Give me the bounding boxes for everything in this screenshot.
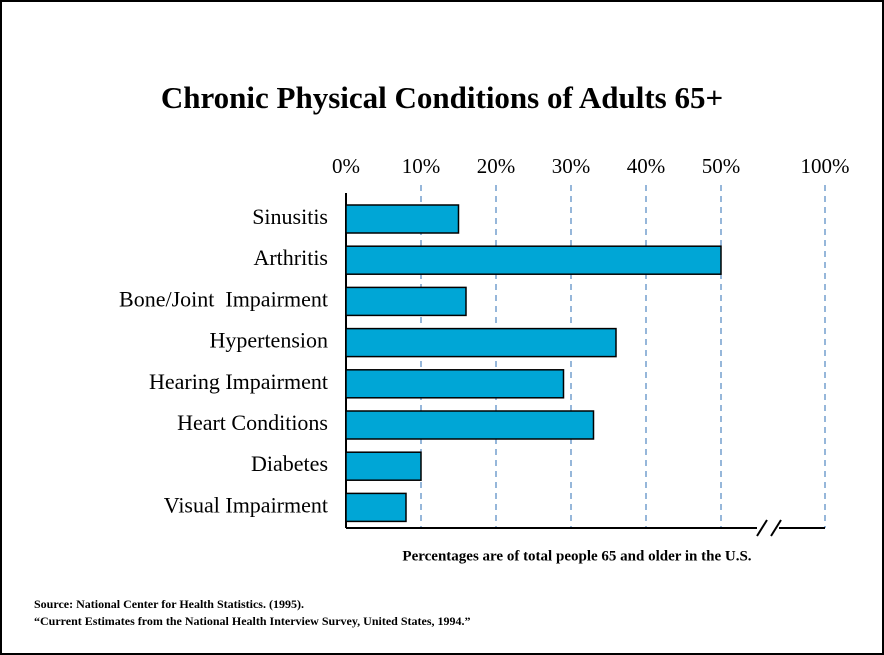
y-tick-label: Hearing Impairment xyxy=(149,369,328,394)
y-tick-label: Heart Conditions xyxy=(177,410,328,435)
y-tick-label: Diabetes xyxy=(251,451,328,476)
chart-title: Chronic Physical Conditions of Adults 65… xyxy=(161,80,723,115)
x-tick-label: 10% xyxy=(402,154,441,178)
note: Percentages are of total people 65 and o… xyxy=(402,548,751,564)
source: Source: National Center for Health Stati… xyxy=(34,597,304,611)
source: “Current Estimates from the National Hea… xyxy=(34,614,471,628)
y-tick-label: Bone/Joint Impairment xyxy=(119,286,328,311)
x-tick-label: 20% xyxy=(477,154,516,178)
bar xyxy=(345,286,467,317)
bar xyxy=(345,410,595,440)
x-tick-label: 30% xyxy=(552,154,591,178)
bar xyxy=(345,451,422,481)
bar xyxy=(345,327,617,358)
bar xyxy=(345,369,565,399)
y-tick-label: Sinusitis xyxy=(252,204,328,229)
y-tick-label: Arthritis xyxy=(253,245,328,270)
x-tick-label: 40% xyxy=(627,154,666,178)
y-tick-label: Visual Impairment xyxy=(164,492,328,517)
y-tick-label: Hypertension xyxy=(209,328,328,353)
bar xyxy=(345,245,722,275)
x-tick-label: 50% xyxy=(702,154,741,178)
bar xyxy=(345,204,460,234)
x-tick-label: 100% xyxy=(801,154,850,178)
axis-break xyxy=(756,519,768,537)
bar xyxy=(345,492,407,523)
x-tick-label: 0% xyxy=(332,154,360,178)
axis-break xyxy=(770,519,782,537)
